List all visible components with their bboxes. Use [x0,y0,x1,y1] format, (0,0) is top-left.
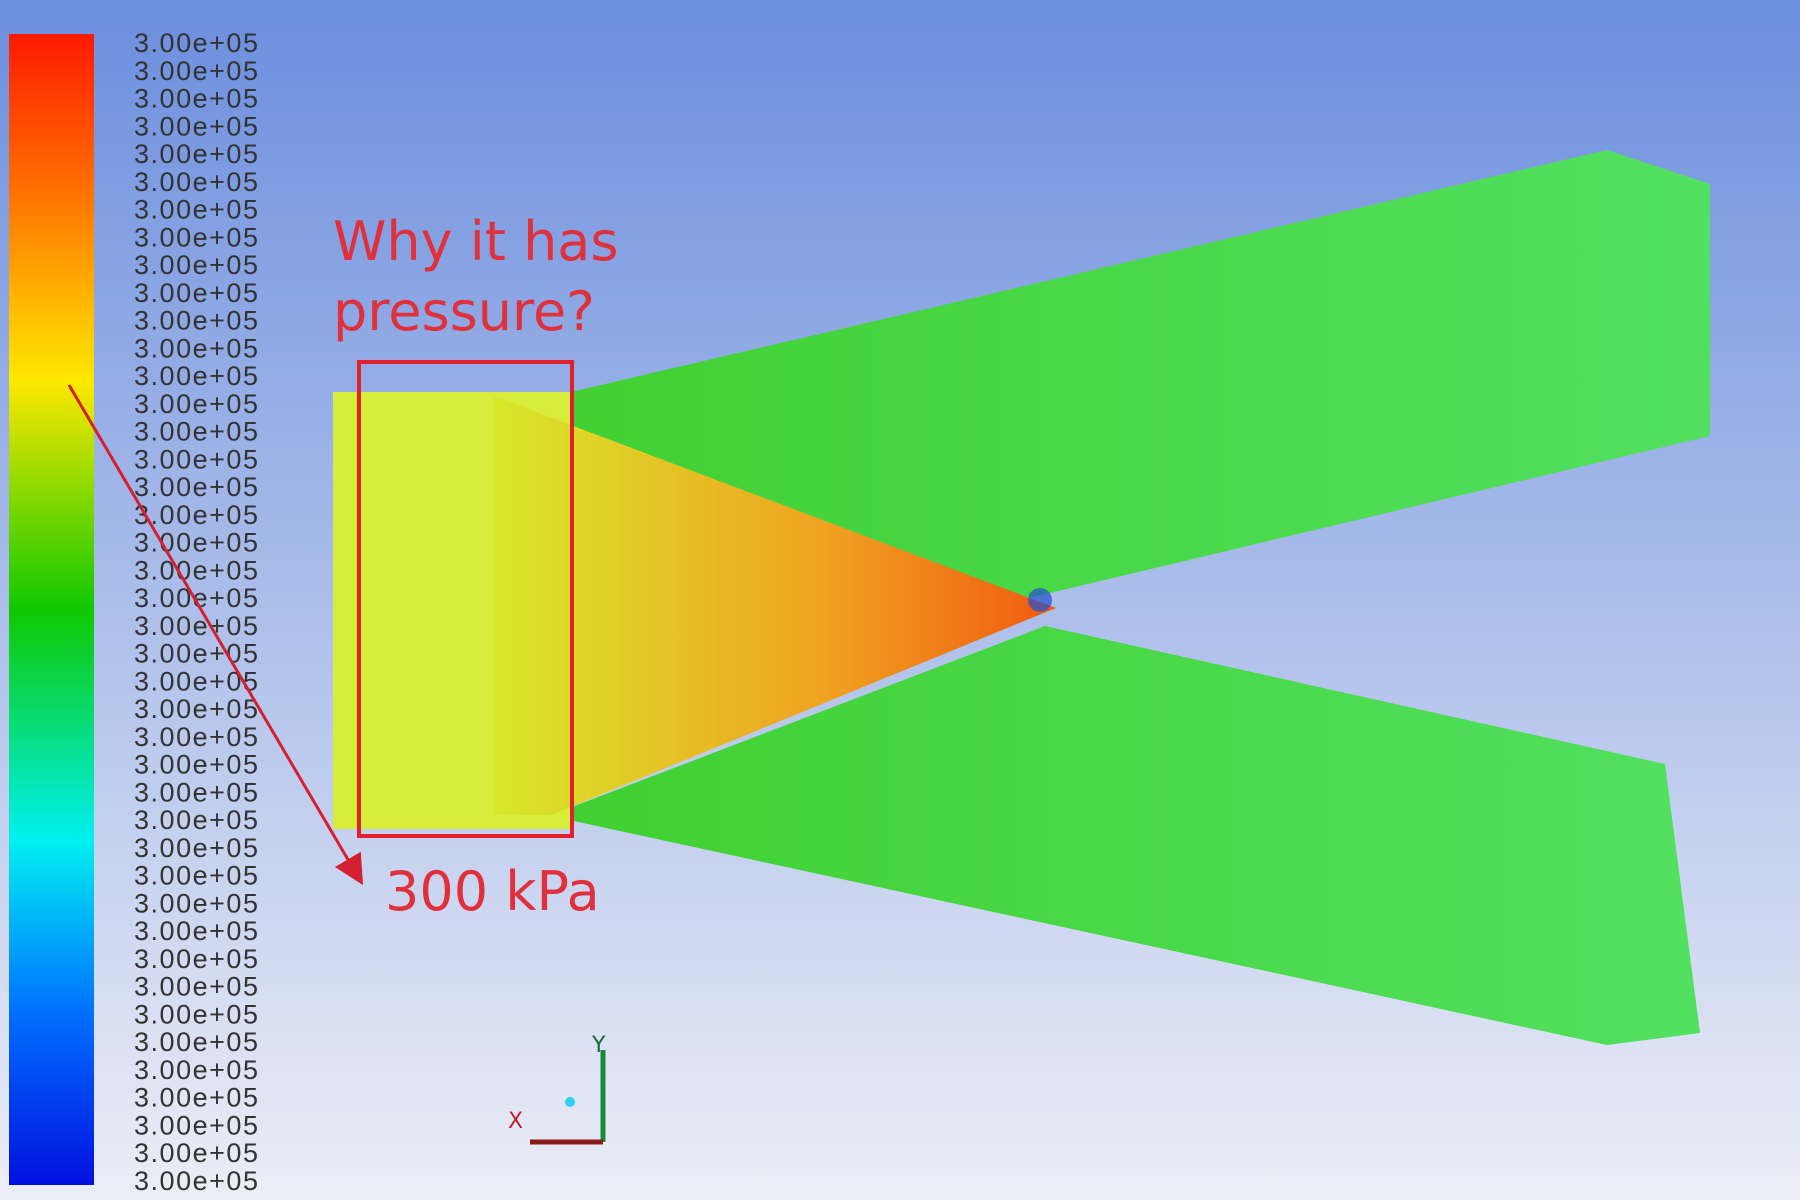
colorbar-label: 3.00e+05 [134,167,258,197]
colorbar-label: 3.00e+05 [134,1083,258,1113]
annotation: pressure? [333,280,595,343]
stagnation-spot [1028,588,1052,612]
colorbar [9,34,94,1185]
colorbar-label: 3.00e+05 [134,389,258,419]
colorbar-label: 3.00e+05 [134,805,258,835]
colorbar-labels: 3.00e+053.00e+053.00e+053.00e+053.00e+05… [134,28,258,1196]
colorbar-label: 3.00e+05 [134,139,258,169]
colorbar-label: 3.00e+05 [134,1027,258,1057]
colorbar-label: 3.00e+05 [134,361,258,391]
colorbar-label: 3.00e+05 [134,1138,258,1168]
colorbar-label: 3.00e+05 [134,861,258,891]
upper-branch [528,150,1710,597]
colorbar-label: 3.00e+05 [134,417,258,447]
axis-triad: Y X [508,1033,606,1145]
colorbar-label: 3.00e+05 [134,722,258,752]
colorbar-label: 3.00e+05 [134,472,258,502]
axis-label: X [508,1109,523,1134]
colorbar-label: 3.00e+05 [134,306,258,336]
colorbar-label: 3.00e+05 [134,1166,258,1196]
colorbar-label: 3.00e+05 [134,999,258,1029]
axis-label: Y [591,1033,606,1058]
colorbar-label: 3.00e+05 [134,222,258,252]
colorbar-label: 3.00e+05 [134,28,258,58]
colorbar-label: 3.00e+05 [134,694,258,724]
colorbar-label: 3.00e+05 [134,84,258,114]
colorbar-label: 3.00e+05 [134,611,258,641]
colorbar-label: 3.00e+05 [134,1110,258,1140]
colorbar-label: 3.00e+05 [134,278,258,308]
colorbar-label: 3.00e+05 [134,250,258,280]
colorbar-label: 3.00e+05 [134,750,258,780]
colorbar-label: 3.00e+05 [134,916,258,946]
lower-branch [551,626,1700,1045]
colorbar-label: 3.00e+05 [134,333,258,363]
colorbar-label: 3.00e+05 [134,972,258,1002]
colorbar-label: 3.00e+05 [134,888,258,918]
colorbar-label: 3.00e+05 [134,1055,258,1085]
colorbar-label: 3.00e+05 [134,528,258,558]
colorbar-label: 3.00e+05 [134,666,258,696]
colorbar-label: 3.00e+05 [134,555,258,585]
colorbar-label: 3.00e+05 [134,833,258,863]
highlight-box [357,360,574,838]
colorbar-label: 3.00e+05 [134,944,258,974]
colorbar-label: 3.00e+05 [134,500,258,530]
colorbar-label: 3.00e+05 [134,777,258,807]
colorbar-label: 3.00e+05 [134,639,258,669]
annotation: Why it has [333,210,619,273]
pressure-wedge [494,396,1056,815]
colorbar-label: 3.00e+05 [134,195,258,225]
colorbar-label: 3.00e+05 [134,111,258,141]
colorbar-label: 3.00e+05 [134,444,258,474]
annotation-arrow [67,384,364,886]
annotation: 300 kPa [385,860,600,923]
colorbar-label: 3.00e+05 [134,56,258,86]
